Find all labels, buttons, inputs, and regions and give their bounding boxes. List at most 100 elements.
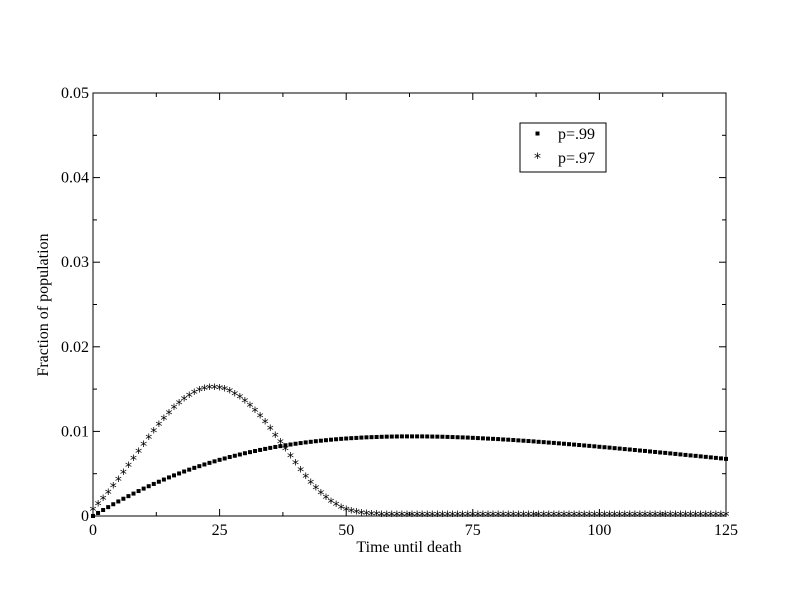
- data-point-asterisk: *: [216, 382, 223, 398]
- data-point-square: [273, 444, 278, 449]
- legend-box: [519, 122, 607, 173]
- data-point-square: [460, 435, 465, 440]
- data-point-square: [313, 439, 318, 444]
- data-point-square: [475, 436, 480, 441]
- data-point-square: [658, 450, 663, 455]
- data-point-square: [364, 435, 369, 440]
- data-point-asterisk: *: [657, 509, 664, 525]
- data-point-square: [627, 447, 632, 452]
- data-point-asterisk: *: [317, 488, 324, 504]
- data-point-square: [404, 434, 409, 439]
- data-point-square: [161, 477, 166, 482]
- data-point-asterisk: *: [474, 509, 481, 525]
- data-point-asterisk: *: [272, 430, 279, 446]
- data-point-asterisk: *: [611, 509, 618, 525]
- data-point-asterisk: *: [312, 482, 319, 498]
- y-axis: 0 0.01 0.02 0.03 0.04 0.05: [61, 85, 726, 525]
- data-point-asterisk: *: [707, 509, 714, 525]
- data-point-asterisk: *: [717, 509, 724, 525]
- data-point-square: [349, 436, 354, 441]
- data-point-square: [96, 510, 101, 515]
- data-point-asterisk: *: [439, 509, 446, 525]
- data-point-asterisk: *: [206, 382, 213, 398]
- data-point-square: [166, 475, 171, 480]
- data-point-asterisk: *: [176, 397, 183, 413]
- data-point-square: [420, 434, 425, 439]
- data-point-square: [567, 442, 572, 447]
- data-point-asterisk: *: [682, 509, 689, 525]
- data-point-asterisk: *: [495, 509, 502, 525]
- data-point-asterisk: *: [515, 509, 522, 525]
- data-point-square: [455, 435, 460, 440]
- data-point-asterisk: *: [626, 509, 633, 525]
- data-point-square: [693, 453, 698, 458]
- data-point-asterisk: *: [100, 493, 107, 509]
- data-point-asterisk: *: [252, 405, 259, 421]
- data-point-square: [668, 451, 673, 456]
- legend-label-p99: p=.99: [558, 126, 595, 143]
- data-point-square: [708, 455, 713, 460]
- data-point-asterisk: *: [601, 509, 608, 525]
- data-point-asterisk: *: [333, 499, 340, 515]
- data-point-square: [253, 449, 258, 454]
- data-point-square: [227, 455, 232, 460]
- data-point-asterisk: *: [287, 451, 294, 467]
- data-point-square: [394, 434, 399, 439]
- data-point-square: [131, 491, 136, 496]
- data-point-square: [323, 438, 328, 443]
- data-point-asterisk: *: [338, 502, 345, 518]
- data-point-square: [663, 450, 668, 455]
- data-point-asterisk: *: [479, 509, 486, 525]
- data-point-square: [572, 442, 577, 447]
- data-point-square: [632, 448, 637, 453]
- data-point-asterisk: *: [469, 509, 476, 525]
- data-point-square: [617, 446, 622, 451]
- data-point-square: [354, 435, 359, 440]
- data-point-asterisk: *: [343, 504, 350, 520]
- data-point-square: [440, 434, 445, 439]
- series-1: [91, 434, 728, 518]
- data-point-square: [177, 471, 182, 476]
- data-point-asterisk: *: [186, 390, 193, 406]
- data-point-square: [334, 437, 339, 442]
- data-point-square: [612, 446, 617, 451]
- data-point-asterisk: *: [160, 413, 167, 429]
- data-point-square: [506, 437, 511, 442]
- data-point-asterisk: *: [621, 509, 628, 525]
- data-point-asterisk: *: [110, 480, 117, 496]
- x-tick-label: 25: [212, 522, 228, 539]
- data-point-asterisk: *: [307, 477, 314, 493]
- data-point-asterisk: *: [353, 507, 360, 523]
- data-point-square: [425, 434, 430, 439]
- data-point-square: [673, 451, 678, 456]
- data-point-asterisk: *: [414, 509, 421, 525]
- data-point-square: [237, 452, 242, 457]
- data-point-asterisk: *: [434, 509, 441, 525]
- data-point-square: [172, 473, 177, 478]
- data-point-square: [207, 460, 212, 465]
- data-point-asterisk: *: [130, 453, 137, 469]
- data-point-square: [344, 436, 349, 441]
- data-point-asterisk: *: [464, 509, 471, 525]
- data-point-square: [278, 444, 283, 449]
- data-point-square: [450, 435, 455, 440]
- data-point-asterisk: *: [581, 509, 588, 525]
- data-point-asterisk: *: [257, 411, 264, 427]
- data-point-square: [91, 514, 95, 518]
- y-tick-label: 0.05: [61, 85, 89, 102]
- data-point-asterisk: *: [236, 392, 243, 408]
- data-point-square: [146, 484, 151, 489]
- data-point-asterisk: *: [677, 509, 684, 525]
- data-point-asterisk: *: [201, 383, 208, 399]
- data-point-square: [688, 453, 693, 458]
- data-point-square: [410, 434, 415, 439]
- data-point-asterisk: *: [550, 509, 557, 525]
- data-point-square: [308, 439, 313, 444]
- data-point-square: [642, 448, 647, 453]
- data-point-asterisk: *: [672, 509, 679, 525]
- data-point-square: [470, 435, 475, 440]
- data-point-square: [339, 436, 344, 441]
- data-point-asterisk: *: [267, 423, 274, 439]
- data-point-asterisk: *: [571, 509, 578, 525]
